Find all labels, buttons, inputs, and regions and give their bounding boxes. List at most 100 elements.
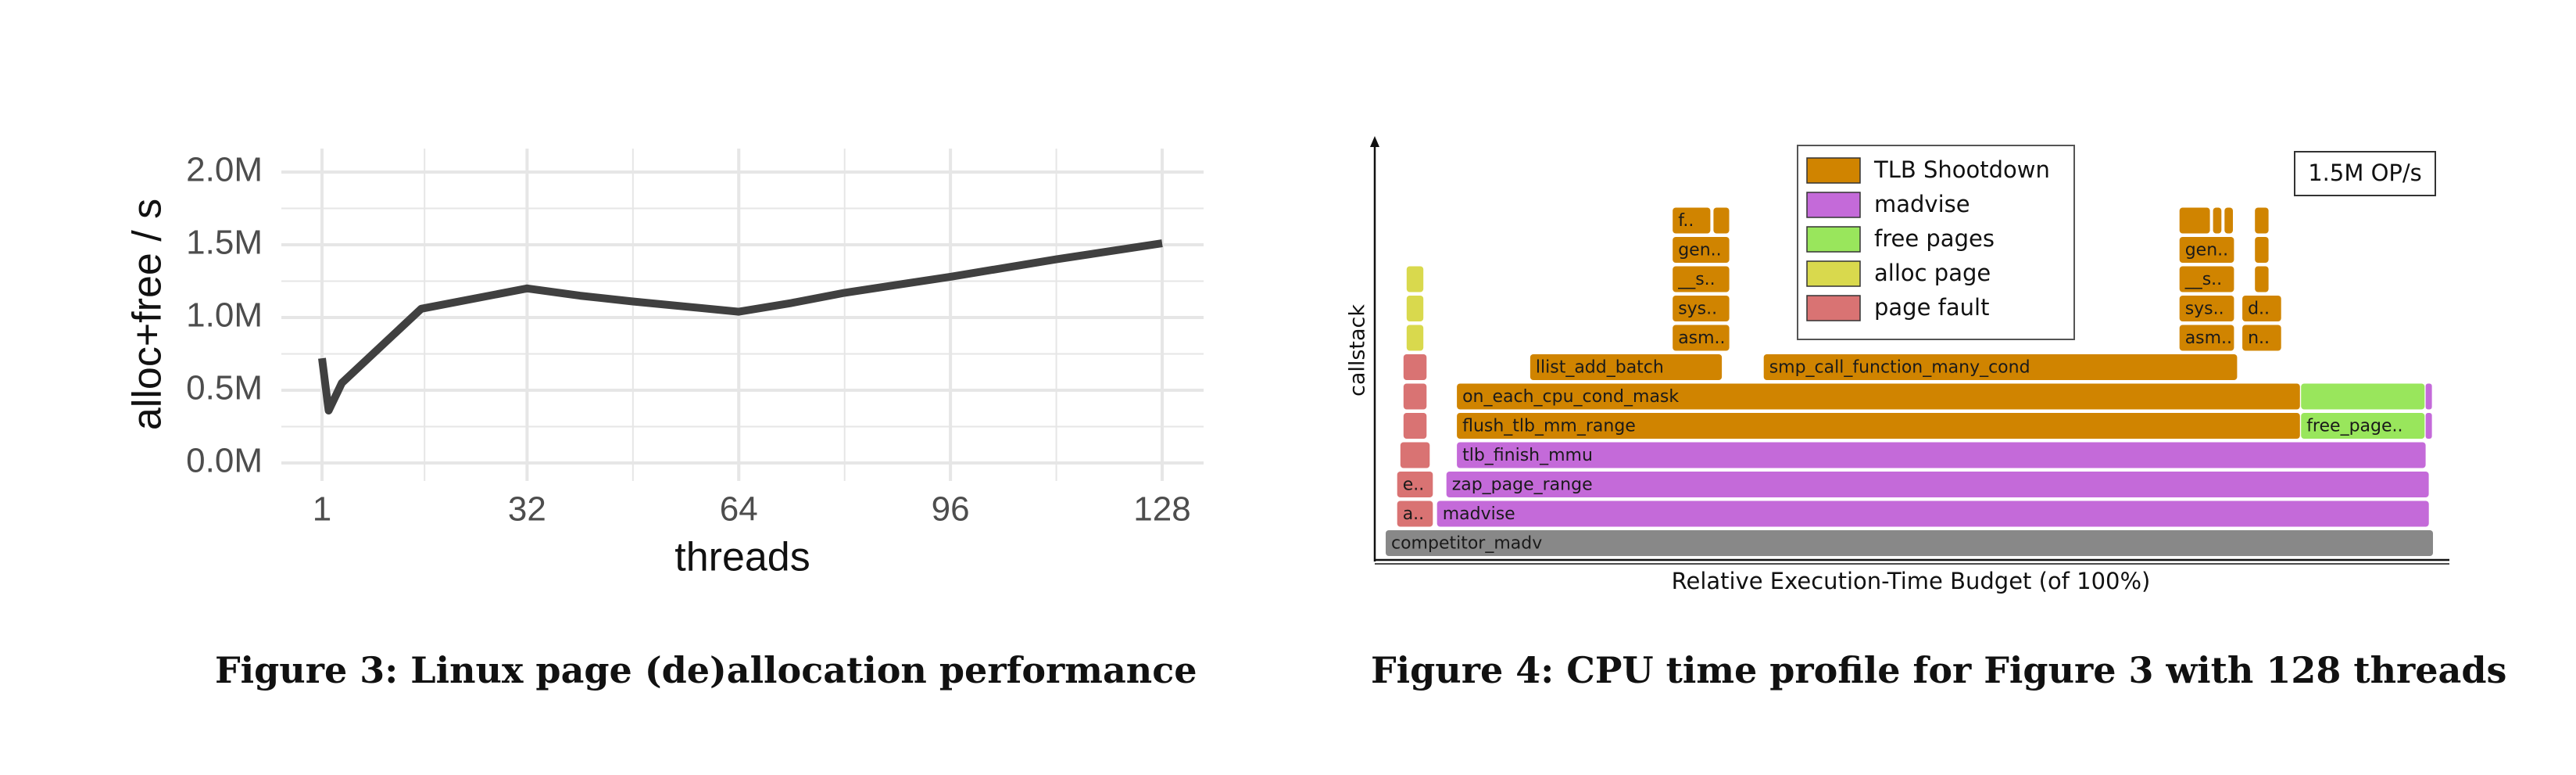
flame-frame: d.. <box>2242 296 2281 321</box>
flame-frame <box>2255 266 2269 292</box>
legend-label: madvise <box>1874 191 1970 217</box>
flame-frame: __s.. <box>2179 266 2234 292</box>
flame-frame-rect <box>1530 354 1723 380</box>
flame-graph-frames: competitor_madv a.. madvise e.. zap_page_ran… <box>1386 207 2433 556</box>
flame-frame: flush_tlb_mm_range <box>1457 413 2300 439</box>
line-chart-series <box>318 239 1163 414</box>
figure-4-caption: Figure 4: CPU time profile for Figure 3 … <box>1371 649 2507 691</box>
flame-frame-rect <box>1673 237 1730 263</box>
flame-frame <box>2224 207 2233 234</box>
flame-frame <box>2301 383 2425 410</box>
flame-frame <box>2213 207 2222 234</box>
flame-frame <box>2179 207 2210 234</box>
flame-frame: competitor_madv <box>1386 530 2433 556</box>
flame-frame-rect <box>1386 530 2433 556</box>
x-tick-label: 128 <box>1133 490 1190 529</box>
flame-frame-rect <box>2179 207 2210 234</box>
flame-graph-legend: TLB Shootdown madvise free pages alloc page… <box>1797 145 2075 340</box>
flame-frame <box>2255 207 2269 234</box>
flame-frame: asm.. <box>1673 325 1730 351</box>
x-tick-label: 96 <box>932 490 970 529</box>
x-tick-label: 32 <box>508 490 546 529</box>
flame-frame: llist_add_batch <box>1530 354 1723 380</box>
flame-frame-label: flush_tlb_mm_range <box>1462 417 1636 436</box>
flame-frame-rect <box>1406 296 1424 321</box>
flame-frame-label: asm.. <box>1678 328 1725 348</box>
legend-swatch <box>1806 226 1861 253</box>
flame-frame: a.. <box>1397 501 1433 527</box>
flame-frame <box>2255 237 2269 263</box>
flame-frame-rect <box>1673 325 1730 351</box>
flame-frame-rect <box>1403 383 1427 410</box>
flame-frame-rect <box>2255 266 2269 292</box>
flame-frame-rect <box>2255 237 2269 263</box>
flame-frame-label: sys.. <box>1678 300 1717 319</box>
flame-frame <box>1406 266 1424 292</box>
flame-frame: f.. <box>1673 207 1711 234</box>
flame-frame-rect <box>1403 354 1427 380</box>
x-tick-label: 1 <box>313 490 331 529</box>
flame-frame-rect <box>2179 325 2234 351</box>
flame-frame-rect <box>2179 296 2234 321</box>
flame-frame-label: tlb_finish_mmu <box>1462 446 1593 465</box>
flame-frame-rect <box>2255 207 2269 234</box>
flame-frame: on_each_cpu_cond_mask <box>1457 383 2300 410</box>
flame-frame: gen.. <box>1673 237 1730 263</box>
flame-frame-label: on_each_cpu_cond_mask <box>1462 387 1679 407</box>
flame-frame-rect <box>1763 354 2238 380</box>
flame-frame-rect <box>1436 501 2429 527</box>
flame-frame-label: n.. <box>2248 328 2270 348</box>
flame-frame: gen.. <box>2179 237 2234 263</box>
throughput-annotation-text: 1.5M OP/s <box>2308 160 2422 186</box>
flame-frame-rect <box>1457 383 2300 410</box>
y-tick-label: 2.0M <box>186 151 263 189</box>
flame-frame-rect <box>1403 413 1427 439</box>
flame-frame: e.. <box>1397 472 1433 497</box>
figure-3-caption: Figure 3: Linux page (de)allocation perf… <box>215 649 1197 691</box>
flame-frame: asm.. <box>2179 325 2234 351</box>
flame-frame <box>1403 413 1427 439</box>
flame-frame: free_page.. <box>2301 413 2425 439</box>
legend-label: free pages <box>1874 225 1995 252</box>
flame-frame-label: gen.. <box>2185 241 2228 260</box>
throughput-annotation-box <box>2294 151 2436 196</box>
flame-frame-rect <box>1397 501 1433 527</box>
flame-frame-rect <box>2179 266 2234 292</box>
flame-frame-rect <box>1457 442 2426 468</box>
flame-frame: zap_page_range <box>1446 472 2429 497</box>
flame-graph-x-axis-label: Relative Execution-Time Budget (of 100%) <box>1672 568 2151 594</box>
flame-frame-rect <box>2301 413 2425 439</box>
flame-frame-rect <box>2224 207 2233 234</box>
flame-frame-label: llist_add_batch <box>1536 358 1664 378</box>
flame-frame: n.. <box>2242 325 2281 351</box>
flame-frame-label: asm.. <box>2185 328 2232 348</box>
flame-frame-rect <box>1673 207 1711 234</box>
y-tick-label: 1.0M <box>186 296 263 335</box>
x-tick-label: 64 <box>720 490 758 529</box>
flame-frame-rect <box>1713 207 1730 234</box>
flame-frame-label: gen.. <box>1678 241 1721 260</box>
flame-frame: __s.. <box>1673 266 1730 292</box>
legend-label: page fault <box>1874 294 1989 321</box>
flame-frame <box>1406 325 1424 351</box>
flame-frame <box>1713 207 1730 234</box>
flame-frame-rect <box>2242 296 2281 321</box>
y-tick-label: 0.0M <box>186 442 263 480</box>
flame-frame-label: zap_page_range <box>1452 475 1593 495</box>
line-chart-x-axis-label: threads <box>674 535 810 580</box>
flame-frame: sys.. <box>1673 296 1730 321</box>
line-chart-figure-3: 0.0M0.5M1.0M1.5M2.0M 1 32 64 96 128 threads … <box>125 149 1204 580</box>
line-chart-y-axis-label: alloc+free / s <box>125 199 170 430</box>
flame-frame-sliver <box>2425 413 2432 439</box>
flame-frame-label: competitor_madv <box>1391 534 1542 554</box>
line-chart-y-ticks: 0.0M 0.5M 1.0M 1.5M 2.0M <box>186 151 263 480</box>
y-tick-label: 1.5M <box>186 224 263 262</box>
flame-frame-rect <box>2301 383 2425 410</box>
flame-frame: madvise <box>1436 501 2429 527</box>
flame-frame <box>1403 354 1427 380</box>
flame-frame-label: e.. <box>1403 475 1425 495</box>
legend-swatch <box>1806 295 1861 321</box>
flame-frame-rect <box>2213 207 2222 234</box>
line-chart-grid <box>281 149 1204 481</box>
